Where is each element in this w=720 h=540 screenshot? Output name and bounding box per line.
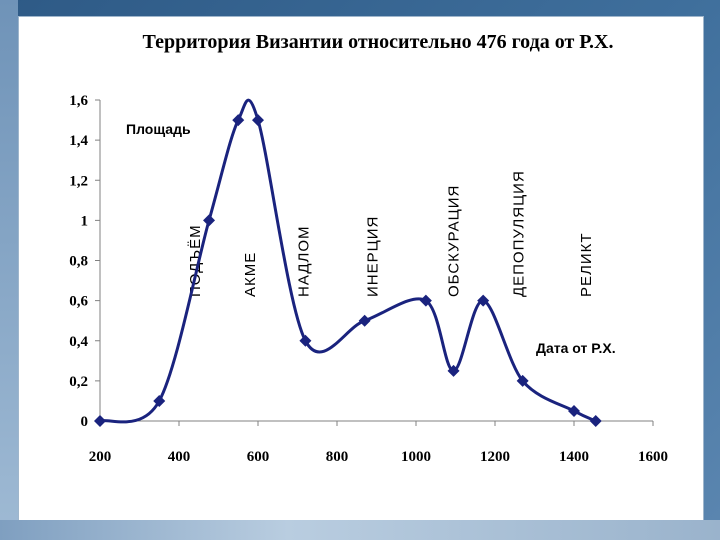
phase-label: ПОДЪЁМ	[187, 224, 204, 297]
phase-label: АКМЕ	[242, 252, 259, 297]
phase-label: ИНЕРЦИЯ	[365, 216, 382, 297]
phase-label: НАДЛОМ	[295, 225, 312, 297]
x-tick-label: 400	[168, 449, 191, 465]
y-tick-label: 1,6	[69, 93, 88, 109]
y-tick-label: 1	[81, 213, 89, 229]
data-point	[477, 294, 490, 307]
x-tick-label: 800	[326, 449, 349, 465]
phase-labels: ПОДЪЁМ АКМЕ НАДЛОМ ИНЕРЦИЯ ОБСКУРАЦИЯ ДЕПОПУЛ…	[187, 170, 595, 297]
slide-bottom-bar	[0, 520, 720, 540]
data-point	[568, 404, 580, 417]
x-tick-label: 600	[247, 449, 270, 465]
phase-label: ДЕПОПУЛЯЦИЯ	[511, 170, 528, 297]
y-axis-label: Площадь	[126, 121, 191, 137]
slide-left-bar	[0, 0, 18, 540]
slide-panel	[18, 16, 704, 524]
x-tick-label: 200	[89, 449, 112, 465]
y-tick-label: 0,8	[69, 254, 88, 270]
data-point	[299, 334, 312, 347]
phase-label: РЕЛИКТ	[578, 232, 595, 297]
data-point	[153, 394, 166, 407]
x-tick-label: 1600	[638, 449, 668, 465]
data-point	[589, 415, 602, 427]
data-point	[419, 294, 432, 307]
x-label-box: Дата от Р.Х.	[530, 335, 646, 361]
x-tick-label: 1000	[401, 449, 431, 465]
data-point	[447, 364, 460, 377]
data-markers	[94, 114, 602, 427]
y-tick-label: 0,2	[69, 374, 88, 390]
chart-title: Территория Византии относительно 476 год…	[143, 31, 614, 53]
y-tick-label: 1,4	[69, 133, 88, 149]
x-tick-label: 1400	[559, 449, 589, 465]
data-point	[358, 314, 371, 327]
y-label-box: Площадь	[122, 118, 206, 140]
y-tick-label: 0,4	[69, 334, 88, 350]
phase-label: ОБСКУРАЦИЯ	[446, 185, 463, 297]
y-tick-label: 0	[81, 414, 89, 430]
x-ticks: 200 400 600 800 1000 1200 1400 1600	[89, 421, 668, 465]
y-tick-label: 0,6	[69, 294, 88, 310]
data-point	[252, 114, 264, 127]
y-tick-label: 1,2	[69, 173, 88, 189]
data-point	[203, 214, 216, 227]
y-ticks: 0 0,2 0,4 0,6 0,8 1 1,2 1,4 1,6	[69, 93, 100, 430]
data-point	[516, 374, 529, 387]
data-point	[232, 114, 245, 127]
data-point	[94, 415, 106, 427]
series-line	[99, 98, 597, 424]
x-axis-label: Дата от Р.Х.	[536, 340, 616, 356]
x-tick-label: 1200	[480, 449, 510, 465]
